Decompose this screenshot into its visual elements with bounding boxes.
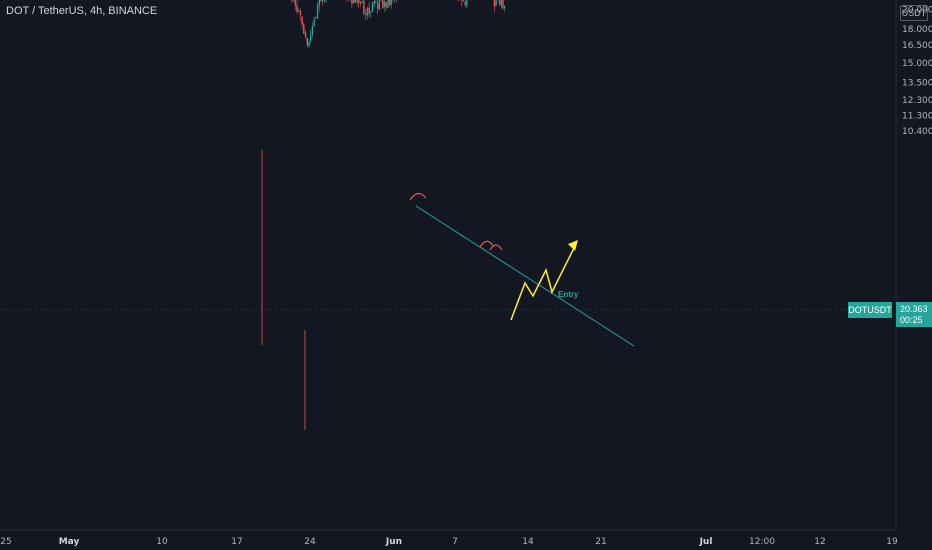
candle-body [368, 7, 370, 14]
candle-body [356, 0, 358, 3]
candle-body [366, 7, 369, 16]
time-tick-label: 19 [886, 537, 898, 547]
candle-body [296, 5, 298, 12]
candle-body [504, 5, 506, 8]
price-tick-label: 15.000 [902, 59, 932, 69]
time-tick-label: 21 [595, 537, 606, 547]
candle-body [323, 0, 326, 2]
price-tick-label: 12.300 [902, 96, 932, 106]
price-tick-label: 18.000 [902, 25, 932, 35]
candle-body [390, 0, 393, 5]
price-tick-label: 20.000 [902, 5, 932, 15]
candle-body [383, 1, 386, 7]
time-tick-label: 12:00 [749, 537, 775, 547]
price-tick-label: 10.400 [902, 127, 932, 137]
candle-body [320, 0, 322, 2]
entry-label: Entry [558, 290, 579, 299]
time-tick-label: 17 [231, 537, 242, 547]
candle-body [495, 0, 497, 6]
drawings-layer [0, 192, 896, 347]
price-tick-label: 13.500 [902, 79, 932, 89]
projection-arrowhead [568, 240, 578, 251]
candle-body [371, 2, 374, 12]
candle-body [370, 11, 372, 13]
candle-body [464, 1, 466, 6]
price-tick-label: 11.300 [902, 112, 932, 122]
candle-body [304, 32, 307, 38]
time-tick-label: May [59, 537, 80, 547]
candle-body [373, 0, 375, 4]
time-tick-label: 24 [304, 537, 316, 547]
candle-body [311, 26, 314, 35]
candle-body [375, 1, 377, 3]
last-price-box: 20.363 00:25 [896, 302, 932, 327]
bar-countdown: 00:25 [900, 315, 923, 325]
time-tick-label: 14 [522, 537, 534, 547]
arc-marker-right[interactable] [479, 240, 503, 251]
candle-body [389, 0, 391, 6]
time-tick-label: Jul [699, 537, 713, 547]
time-tick-label: 7 [452, 537, 458, 547]
candle-body [363, 0, 365, 14]
time-axis[interactable]: 25 May 10 17 24 Jun 7 14 21 Jul 12:00 12 19 [0, 537, 898, 547]
candle-body [318, 0, 320, 6]
arc-marker-left[interactable] [409, 192, 427, 201]
candle-body [364, 13, 367, 15]
candle-body [354, 0, 356, 3]
candle-body [361, 2, 363, 4]
time-tick-label: 10 [156, 537, 168, 547]
candles-layer [261, 0, 506, 430]
candle-body [316, 4, 319, 19]
candle-body [461, 0, 463, 1]
candle-body [294, 0, 296, 6]
candle-body [359, 2, 362, 4]
chart-title: DOT / TetherUS, 4h, BINANCE [6, 5, 158, 17]
candle-body [352, 0, 355, 4]
time-tick-label: 25 [0, 537, 11, 547]
candle-body [315, 17, 317, 18]
candle-body [306, 38, 308, 46]
time-tick-label: Jun [385, 537, 402, 547]
candle-body [301, 16, 303, 25]
candle-body [502, 0, 504, 9]
price-axis[interactable]: 20.000 18.000 16.500 15.000 13.500 12.300 11.3… [902, 5, 932, 137]
currency-button[interactable]: USDT [900, 5, 928, 21]
candle-body [466, 0, 468, 6]
candle-body [387, 0, 389, 8]
trendline[interactable] [415, 205, 635, 347]
candle-body [378, 0, 381, 10]
candle-body [299, 10, 302, 16]
projection-path[interactable] [510, 243, 577, 321]
candle-body [498, 0, 501, 5]
candle-body [500, 0, 502, 6]
candle-body [303, 23, 305, 34]
candle-body [462, 0, 465, 2]
candle-body [308, 42, 310, 46]
candle-body [385, 2, 387, 8]
candle-body [351, 0, 353, 4]
candle-body [493, 0, 496, 7]
candle-body [313, 19, 315, 26]
candle-body [310, 34, 312, 41]
candle-body [382, 0, 384, 9]
price-tick-label: 16.500 [902, 41, 932, 51]
candle-body [358, 0, 360, 3]
last-price-value: 20.363 [900, 304, 928, 314]
candle-body [377, 3, 379, 9]
time-tick-label: 12 [814, 537, 825, 547]
symbol-badge: DOTUSDT [848, 302, 892, 318]
candle-body [292, 0, 295, 1]
candle-body [298, 11, 300, 13]
